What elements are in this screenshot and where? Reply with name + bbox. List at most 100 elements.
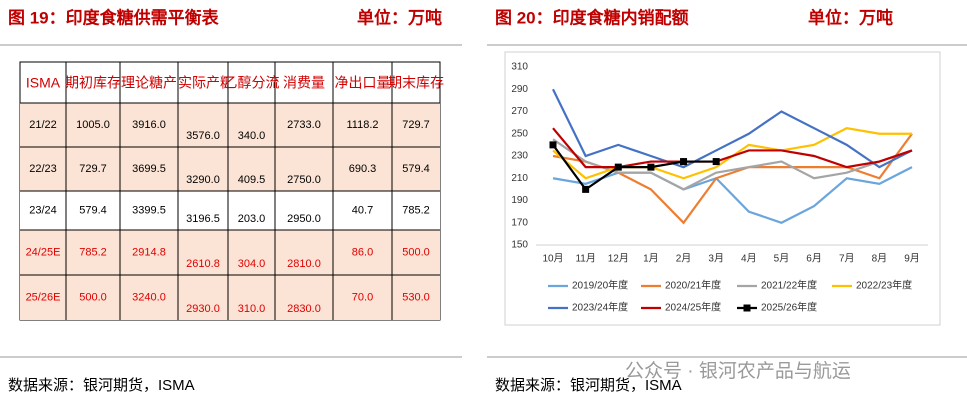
- cell: 3196.5: [186, 213, 220, 225]
- left-source: 数据来源：银河期货，ISMA: [8, 377, 195, 394]
- cell: 24/25E: [26, 246, 61, 258]
- cell: 203.0: [238, 213, 266, 225]
- header-cell: 实际产糖量: [178, 75, 248, 91]
- cell: 2733.0: [287, 119, 321, 131]
- cell: 729.7: [402, 119, 430, 131]
- cell: 22/23: [29, 163, 57, 175]
- row-bg: [20, 230, 440, 275]
- x-tick-label: 10月: [542, 253, 563, 265]
- cell: 500.0: [402, 246, 430, 258]
- cell: 304.0: [238, 258, 266, 270]
- legend-label: 2025/26年度: [761, 301, 817, 314]
- header-cell: 乙醇分流: [224, 75, 280, 91]
- point: [647, 163, 655, 171]
- header-cell: 消费量: [283, 75, 325, 91]
- series-line: [552, 133, 913, 225]
- cell: 21/22: [29, 119, 57, 131]
- y-tick-label: 290: [511, 84, 528, 95]
- watermark: 公众号 · 银河农产品与航运: [625, 360, 851, 382]
- cell: 2810.0: [287, 258, 321, 270]
- x-tick-label: 12月: [608, 253, 629, 265]
- x-tick-label: 9月: [904, 253, 920, 265]
- series-line: [552, 144, 717, 191]
- x-tick-label: 1月: [643, 253, 659, 265]
- cell: 785.2: [402, 204, 430, 216]
- chart-frame: [504, 51, 941, 326]
- header-cell: ISMA: [26, 75, 61, 91]
- cell: 86.0: [352, 246, 373, 258]
- cell: 310.0: [238, 303, 266, 315]
- x-tick-label: 3月: [708, 253, 724, 265]
- cell: 500.0: [79, 291, 107, 303]
- legend-label: 2024/25年度: [665, 301, 721, 314]
- cell: 2830.0: [287, 303, 321, 315]
- y-tick-label: 270: [511, 106, 528, 117]
- cell: 3699.5: [132, 163, 166, 175]
- series-line: [552, 127, 913, 169]
- y-tick-label: 170: [511, 217, 528, 228]
- cell: 3399.5: [132, 204, 166, 216]
- series-line: [552, 88, 913, 169]
- header-cell: 净出口量: [335, 75, 391, 91]
- cell: 2914.8: [132, 246, 166, 258]
- y-tick-label: 150: [511, 240, 528, 251]
- cell: 3290.0: [186, 174, 220, 186]
- legend-label: 2019/20年度: [572, 279, 628, 292]
- cell: 1005.0: [76, 119, 110, 131]
- cell: 2750.0: [287, 174, 321, 186]
- cell: 340.0: [238, 130, 266, 142]
- legend-marker: [743, 304, 751, 312]
- header-cell: 理论糖产: [121, 75, 177, 91]
- cell: 2950.0: [287, 213, 321, 225]
- series-line: [552, 166, 913, 224]
- left-title: 图 19：印度食糖供需平衡表: [8, 7, 220, 27]
- left-unit: 单位：万吨: [357, 7, 442, 27]
- cell: 70.0: [352, 291, 373, 303]
- x-tick-label: 7月: [839, 253, 855, 265]
- right-title: 图 20：印度食糖内销配额: [495, 7, 689, 27]
- point: [582, 185, 590, 193]
- row-bg: [20, 147, 440, 191]
- x-tick-label: 5月: [774, 253, 790, 265]
- cell: 3916.0: [132, 119, 166, 131]
- legend-label: 2023/24年度: [572, 301, 628, 314]
- cell: 690.3: [349, 163, 377, 175]
- row-bg: [20, 275, 440, 320]
- header-cell: 期初库存: [65, 75, 121, 91]
- y-tick-label: 230: [511, 151, 528, 162]
- cell: 2610.8: [186, 258, 220, 270]
- y-tick-label: 190: [511, 195, 528, 206]
- y-tick-label: 250: [511, 128, 528, 139]
- cell: 3576.0: [186, 130, 220, 142]
- cell: 579.4: [402, 163, 430, 175]
- row-bg: [20, 103, 440, 147]
- y-tick-label: 210: [511, 173, 528, 184]
- legend-label: 2022/23年度: [856, 279, 912, 292]
- point: [680, 158, 688, 166]
- row-bg: [20, 191, 440, 230]
- point: [712, 158, 720, 166]
- cell: 409.5: [238, 174, 266, 186]
- point: [614, 163, 622, 171]
- x-tick-label: 4月: [741, 253, 757, 265]
- cell: 23/24: [29, 204, 57, 216]
- legend-label: 2020/21年度: [665, 279, 721, 292]
- cell: 40.7: [352, 204, 373, 216]
- point: [549, 141, 557, 149]
- header-cell: 期末库存: [388, 75, 444, 91]
- x-tick-label: 8月: [872, 253, 888, 265]
- right-unit: 单位：万吨: [808, 7, 893, 27]
- cell: 530.0: [402, 291, 430, 303]
- cell: 579.4: [79, 204, 107, 216]
- x-tick-label: 11月: [575, 253, 595, 265]
- cell: 25/26E: [26, 291, 61, 303]
- legend-label: 2021/22年度: [761, 279, 817, 292]
- cell: 1118.2: [346, 119, 378, 131]
- x-tick-label: 6月: [806, 253, 822, 265]
- cell: 2930.0: [186, 303, 220, 315]
- y-tick-label: 310: [511, 62, 528, 73]
- cell: 729.7: [79, 163, 107, 175]
- right-source: 数据来源：银河期货，ISMA: [495, 377, 682, 394]
- cell: 3240.0: [132, 291, 166, 303]
